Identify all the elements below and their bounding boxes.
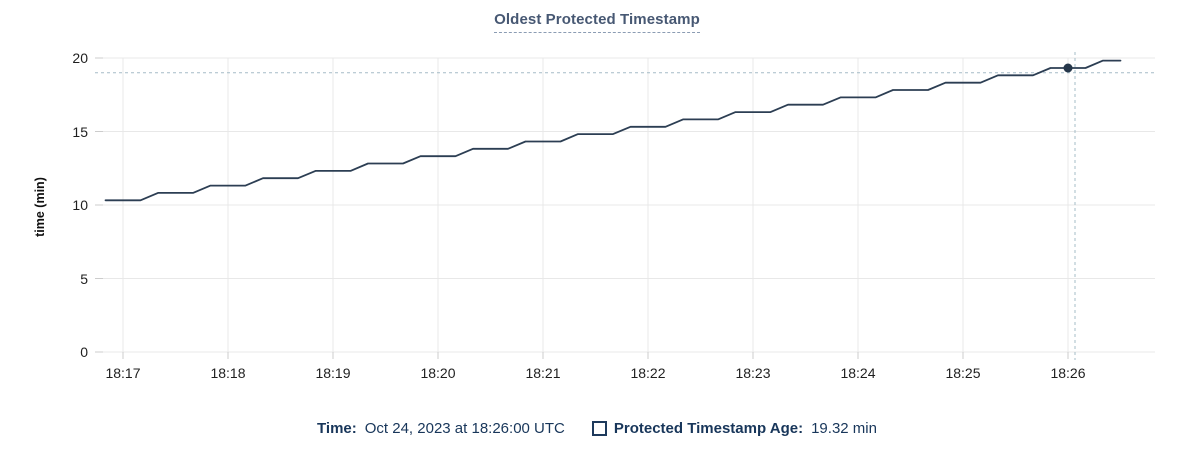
legend-checkbox-protected-timestamp-age[interactable] [591, 421, 607, 436]
chart-title[interactable]: Oldest Protected Timestamp [494, 11, 700, 33]
x-axis-tick-label: 18:23 [735, 365, 771, 381]
x-axis-tick-label: 18:18 [210, 365, 246, 381]
x-axis-tick-label: 18:24 [840, 365, 876, 381]
y-axis-tick-label: 20 [72, 50, 88, 66]
x-axis-tick-label: 18:26 [1050, 365, 1086, 381]
x-axis-tick-label: 18:21 [525, 365, 561, 381]
legend-time-value: Oct 24, 2023 at 18:26:00 UTC [364, 420, 565, 437]
y-axis-tick-label: 0 [80, 344, 88, 360]
plot-area[interactable] [95, 52, 1157, 362]
legend-series-label: Protected Timestamp Age: [613, 420, 804, 437]
y-axis-tick-label: 10 [72, 197, 88, 213]
y-axis-tick-label: 5 [80, 270, 88, 287]
x-axis-tick-label: 18:22 [630, 365, 666, 381]
legend-series-item: Protected Timestamp Age: 19.32 min [591, 420, 877, 437]
legend-time-label: Time: [317, 420, 357, 437]
series-line-protected-timestamp-age [104, 59, 1122, 202]
x-axis-tick-label: 18:25 [945, 365, 981, 381]
x-axis-tick-label: 18:17 [105, 365, 141, 381]
legend-time-item: Time: Oct 24, 2023 at 18:26:00 UTC [317, 420, 565, 437]
hover-point-dot [1063, 63, 1073, 73]
x-axis-tick-label: 18:19 [315, 365, 351, 381]
x-axis-tick-label: 18:20 [420, 365, 456, 381]
chart-title-row: Oldest Protected Timestamp [0, 11, 1194, 33]
chart-legend: Time: Oct 24, 2023 at 18:26:00 UTC Prote… [0, 420, 1194, 437]
y-axis-tick-label: 15 [72, 123, 88, 140]
legend-series-value: 19.32 min [811, 420, 877, 437]
